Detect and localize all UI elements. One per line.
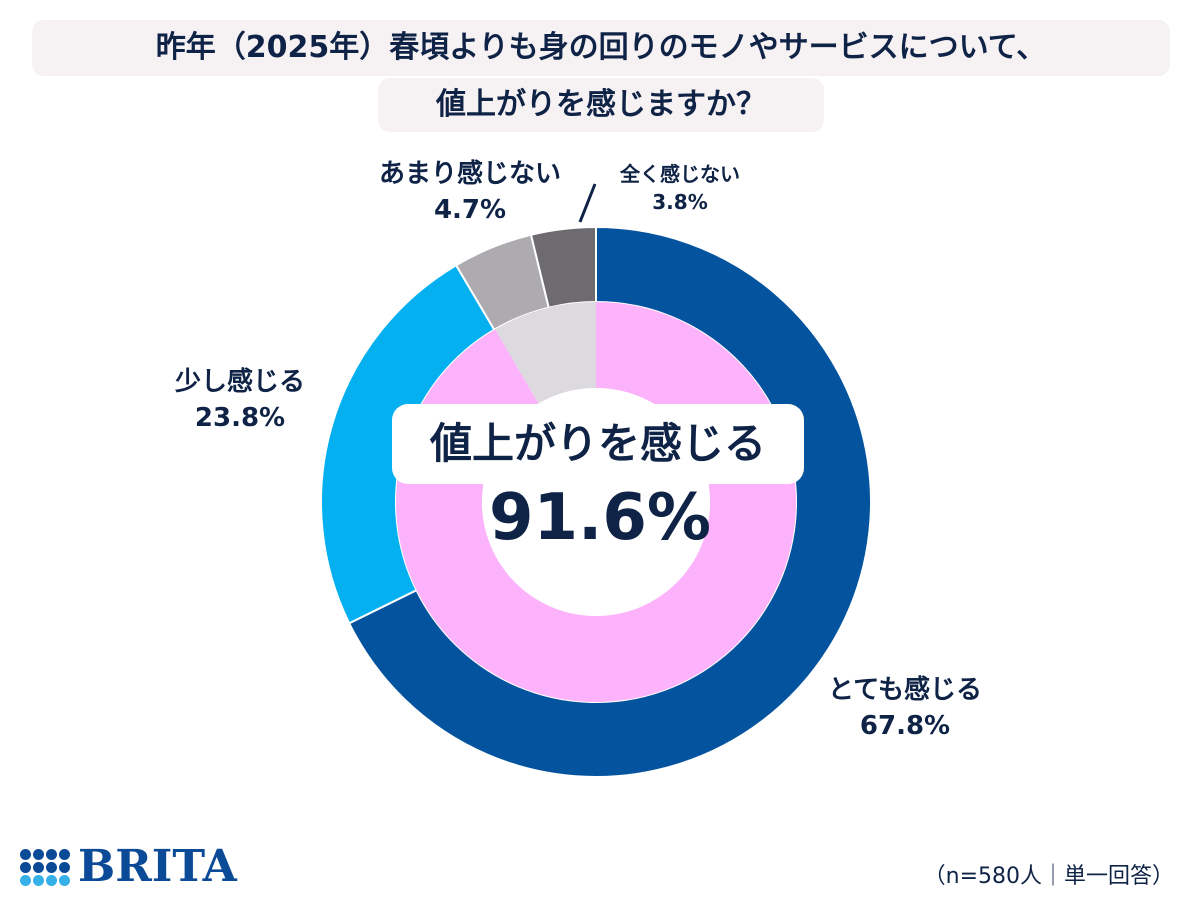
slice-name-totemo: とても感じる bbox=[828, 675, 982, 705]
slice-name-sukoshi: 少し感じる bbox=[174, 367, 305, 397]
inner-slice-0 bbox=[395, 302, 796, 702]
chart-title-line-1: 昨年（2025年）春頃よりも身の回りのモノやサービスについて、 bbox=[32, 20, 1170, 76]
inner-ring bbox=[395, 302, 796, 702]
sample-note: （n=580人｜単一回答） bbox=[923, 864, 1174, 889]
slice-value-sukoshi: 23.8% bbox=[194, 403, 286, 433]
center-value: 91.6% bbox=[488, 481, 712, 555]
slice-label-sukoshi: 少し感じる 23.8% bbox=[140, 364, 340, 436]
brand-name: BRITA bbox=[78, 841, 237, 892]
slice-value-mattaku: 3.8% bbox=[652, 190, 708, 214]
slice-label-amari: あまり感じない 4.7% bbox=[350, 156, 590, 228]
center-label: 値上がりを感じる bbox=[392, 404, 804, 484]
leader-line-mattaku bbox=[578, 183, 597, 223]
brand-logo: BRITA bbox=[20, 842, 237, 892]
brand-dots-icon bbox=[20, 848, 70, 886]
slice-label-mattaku: 全く感じない 3.8% bbox=[600, 160, 760, 216]
slice-name-mattaku: 全く感じない bbox=[620, 162, 740, 186]
chart-title-line-2: 値上がりを感じますか？ bbox=[378, 78, 824, 132]
slice-value-amari: 4.7% bbox=[433, 195, 507, 225]
slice-value-totemo: 67.8% bbox=[859, 711, 951, 741]
slice-label-totemo: とても感じる 67.8% bbox=[805, 672, 1005, 744]
inner-slice-1 bbox=[495, 302, 596, 404]
slice-name-amari: あまり感じない bbox=[378, 159, 561, 189]
